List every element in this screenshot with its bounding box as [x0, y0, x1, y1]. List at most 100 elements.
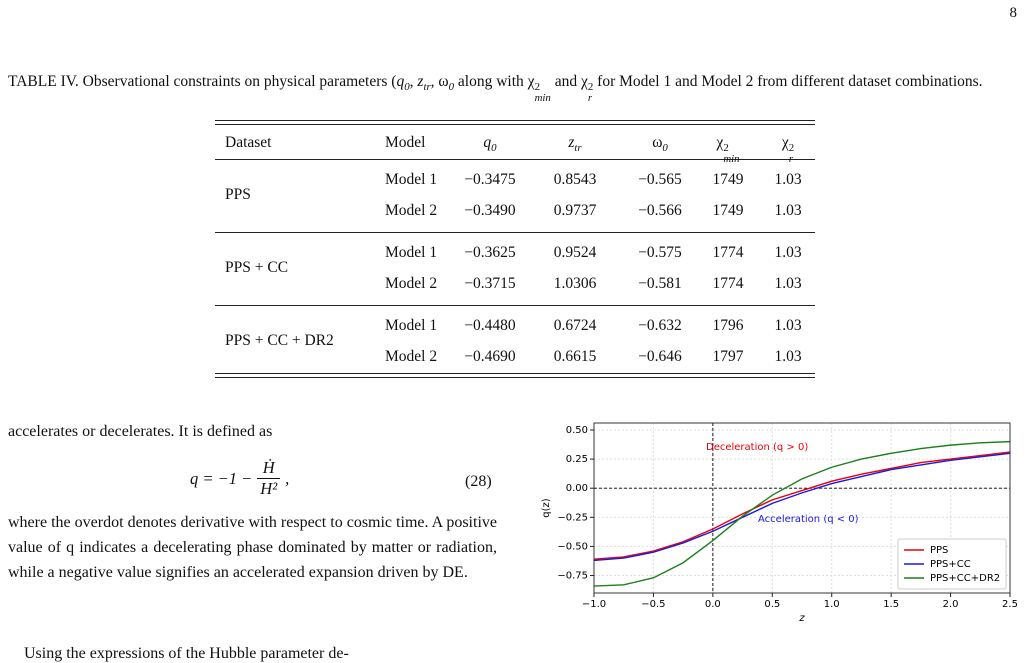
subscript: r: [587, 91, 593, 104]
table-cell: −0.646: [638, 348, 682, 365]
y-tick-label: 0.00: [566, 483, 588, 494]
table-cell: 1.03: [774, 244, 802, 261]
superscript: 2: [587, 80, 594, 93]
header-cell: ω0: [652, 133, 668, 154]
x-tick-label: 1.5: [883, 599, 899, 610]
x-tick-label: 0.0: [705, 599, 721, 610]
equation-lhs: q = −1 −: [190, 468, 253, 488]
y-tick-label: −0.25: [557, 512, 588, 523]
subscript: r: [788, 152, 793, 165]
text-run: ω: [652, 134, 663, 151]
text-run: and: [550, 73, 581, 90]
x-tick-label: 0.5: [764, 599, 780, 610]
table-cell: Model 2: [385, 348, 438, 365]
script-stack: 2 min: [723, 141, 739, 165]
plot-frame: [593, 422, 1011, 594]
table-cell: −0.3490: [464, 202, 516, 219]
series-line: [593, 451, 1011, 560]
y-tick-label: 0.50: [566, 425, 588, 436]
series-line: [593, 440, 1011, 587]
table-cell: 1749: [712, 202, 744, 219]
x-tick-label: 2.5: [1002, 599, 1018, 610]
superscript: 2: [723, 141, 729, 154]
text-run: z: [568, 134, 575, 151]
dataset-cell: PPS + CC + DR2: [225, 332, 334, 349]
legend-label: PPS+CC: [930, 559, 971, 570]
table-cell: 1.03: [774, 202, 802, 219]
page-number: 8: [1009, 5, 1018, 21]
subscript: tr: [423, 81, 431, 94]
paragraph: where the overdot denotes derivative wit…: [8, 514, 497, 581]
table-cell: −0.4690: [464, 348, 516, 365]
x-tick-label: −1.0: [582, 599, 606, 610]
table-rule: [215, 124, 815, 125]
header-cell: χ 2 min: [716, 133, 739, 164]
table-cell: 0.6615: [553, 348, 597, 365]
table-rule: [215, 232, 815, 233]
dataset-cell: PPS + CC: [225, 259, 289, 276]
y-tick-label: −0.50: [557, 541, 588, 552]
table-cell: 1749: [712, 171, 744, 188]
table-cell: −0.581: [638, 275, 682, 292]
text-run: χ: [781, 134, 789, 151]
superscript: 2: [534, 80, 540, 93]
table-rule: [215, 159, 815, 160]
table-cell: 1.03: [774, 317, 802, 334]
subscript: 0: [404, 81, 410, 94]
table-cell: Model 2: [385, 202, 438, 219]
table-cell: Model 1: [385, 244, 438, 261]
table-caption: TABLE IV. Observational constraints on p…: [8, 71, 1028, 103]
equation: q = −1 − Ḣ H² ,: [190, 458, 289, 499]
subscript: 0: [448, 81, 455, 94]
table-cell: 0.9524: [553, 244, 597, 261]
table-rule: [215, 305, 815, 306]
table-cell: 1.03: [774, 171, 802, 188]
text-run: Model: [385, 134, 426, 151]
y-tick-label: −0.75: [557, 571, 588, 582]
table-cell: 1797: [712, 348, 744, 365]
denominator: H²: [257, 478, 281, 499]
table-cell: −0.3625: [464, 244, 516, 261]
y-axis-label: q(z): [541, 498, 552, 517]
table-rule: [215, 120, 815, 121]
header-cell: Model: [385, 133, 425, 153]
fraction: Ḣ H²: [257, 458, 281, 499]
x-axis-label: z: [798, 613, 805, 624]
superscript: 2: [788, 141, 795, 154]
table-rule: [215, 373, 815, 374]
subscript: min: [534, 91, 551, 104]
table-cell: Model 2: [385, 275, 438, 292]
table-cell: 1796: [712, 317, 744, 334]
x-tick-label: −0.5: [641, 599, 665, 610]
table-cell: 1774: [712, 275, 744, 292]
table-cell: −0.575: [638, 244, 682, 261]
subscript: tr: [574, 142, 582, 155]
text-run: Dataset: [225, 134, 272, 151]
legend-label: PPS+CC+DR2: [930, 573, 1000, 584]
table-cell: −0.4480: [464, 317, 516, 334]
text-run: for Model 1 and Model 2 from different d…: [593, 73, 983, 90]
subscript: 0: [491, 142, 497, 155]
text-run: χ: [527, 73, 535, 90]
numerator: Ḣ: [262, 458, 275, 477]
table-cell: 0.8543: [553, 171, 597, 188]
table-cell: Model 1: [385, 317, 438, 334]
x-tick-label: 1.0: [824, 599, 840, 610]
text-run: ,: [430, 73, 439, 90]
script-stack: 2 min: [534, 80, 551, 104]
table-cell: 1774: [712, 244, 744, 261]
table-rule: [215, 377, 815, 378]
annotation: Acceleration (q < 0): [758, 514, 859, 525]
body-text: accelerates or decelerates. It is define…: [8, 423, 273, 440]
table-cell: −0.3715: [464, 275, 516, 292]
table-cell: Model 1: [385, 171, 438, 188]
table-cell: 0.9737: [553, 202, 597, 219]
table-cell: −0.632: [638, 317, 682, 334]
table-cell: −0.566: [638, 202, 682, 219]
text-run: χ: [716, 134, 724, 151]
